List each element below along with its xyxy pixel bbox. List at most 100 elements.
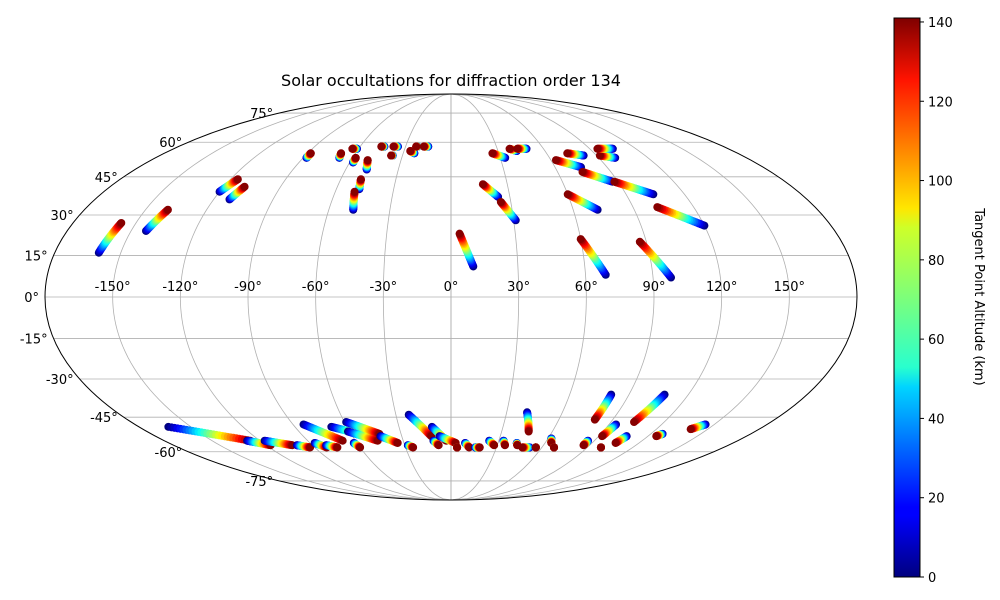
meridian-line — [112, 93, 452, 501]
occultation-track — [686, 420, 710, 434]
track-point — [338, 436, 347, 445]
colorbar-tick-label: 60 — [928, 333, 945, 348]
occultation-track — [598, 420, 621, 441]
track-point — [578, 167, 587, 176]
occultation-track — [531, 443, 540, 452]
meridian-line — [315, 93, 452, 501]
occultation-track — [310, 438, 331, 452]
track-point — [356, 443, 365, 452]
track-point — [350, 187, 359, 196]
occultation-track — [404, 410, 436, 441]
occultation-track — [419, 142, 433, 151]
track-point — [117, 218, 126, 227]
colorbar-label: Tangent Point Altitude (km) — [971, 207, 986, 385]
track-point — [240, 182, 249, 191]
occultation-track — [518, 443, 534, 452]
occultation-track — [630, 390, 669, 427]
track-point — [524, 427, 533, 436]
occultation-track — [292, 441, 315, 452]
track-point — [363, 156, 372, 165]
occultation-track — [610, 177, 658, 199]
occultation-track — [335, 149, 346, 162]
track-point — [434, 441, 443, 450]
meridian-line — [450, 93, 520, 501]
occultation-track — [496, 197, 520, 225]
occultation-track — [322, 441, 342, 452]
track-point — [377, 142, 386, 151]
track-point — [595, 151, 604, 160]
track-point — [686, 425, 695, 434]
track-point — [496, 197, 505, 206]
chart-title: Solar occultations for diffraction order… — [281, 71, 621, 90]
occultation-track — [94, 218, 126, 257]
occultation-track — [349, 187, 359, 214]
track-point — [409, 443, 418, 452]
latitude-tick-label: -60° — [155, 446, 183, 461]
track-point — [598, 432, 607, 441]
track-point — [387, 151, 396, 160]
longitude-tick-labels: -150° -120° -90° -60° -30° 0° 30° 60° 90° 120° 150… — [95, 280, 805, 295]
meridian-line — [450, 93, 587, 501]
latitude-tick-label: 0° — [24, 291, 39, 306]
track-point — [550, 443, 558, 452]
occultation-track — [485, 436, 499, 450]
occultation-track — [412, 142, 422, 151]
track-point — [652, 432, 661, 441]
occultation-track — [596, 443, 605, 452]
track-point — [419, 142, 428, 151]
track-point — [356, 175, 365, 184]
occultation-track — [377, 142, 389, 151]
occultation-track — [349, 438, 365, 452]
track-point — [513, 144, 522, 153]
occultation-track — [579, 436, 592, 450]
track-point — [233, 175, 242, 184]
latitude-tick-label: -45° — [90, 411, 118, 426]
occultation-track — [403, 441, 418, 452]
longitude-tick-label: 90° — [642, 280, 665, 295]
colorbar-tick-label: 20 — [928, 492, 945, 507]
track-point — [500, 441, 509, 450]
occultation-track — [362, 156, 372, 174]
longitude-tick-label: 120° — [706, 280, 737, 295]
latitude-tick-label: 15° — [25, 249, 48, 264]
occultation-track — [471, 443, 484, 452]
longitude-tick-label: 30° — [507, 280, 530, 295]
occultation-track — [299, 420, 347, 445]
occultation-track — [611, 432, 631, 447]
longitude-tick-label: -90° — [234, 280, 262, 295]
occultation-track — [349, 153, 360, 167]
latitude-tick-labels: -75° -60° -45° -30° -15° 0° 15° 30° 45° 60° 75° — [20, 107, 273, 490]
occultation-track — [595, 151, 620, 162]
latitude-tick-label: 60° — [159, 136, 182, 151]
track-point — [475, 443, 484, 452]
track-point — [518, 443, 527, 452]
track-point — [635, 237, 644, 246]
track-point — [412, 142, 421, 151]
occultation-track — [215, 175, 242, 196]
colorbar-tick-label: 0 — [928, 571, 936, 586]
colorbar-tick-label: 80 — [928, 254, 945, 269]
meridian-line — [450, 93, 655, 501]
colorbar-tick-label: 120 — [928, 95, 953, 110]
occultation-track — [653, 203, 709, 230]
longitude-tick-label: -120° — [162, 280, 198, 295]
longitude-tick-label: -30° — [369, 280, 397, 295]
occultation-track — [513, 144, 531, 153]
graticule — [45, 93, 857, 501]
meridian-line — [450, 93, 723, 501]
latitude-tick-label: -30° — [46, 373, 74, 388]
track-point — [348, 144, 357, 153]
track-point — [306, 149, 315, 158]
track-point — [351, 153, 360, 162]
track-point — [406, 147, 415, 156]
track-point — [563, 149, 572, 158]
colorbar-tick-label: 40 — [928, 412, 945, 427]
occultation-track — [499, 436, 509, 450]
occultation-track — [523, 408, 533, 436]
track-point — [393, 438, 402, 447]
meridian-line — [179, 93, 452, 501]
occultation-track — [164, 422, 255, 445]
occultation-track — [429, 436, 443, 450]
longitude-tick-label: 0° — [444, 280, 459, 295]
latitude-tick-label: -15° — [20, 333, 48, 348]
